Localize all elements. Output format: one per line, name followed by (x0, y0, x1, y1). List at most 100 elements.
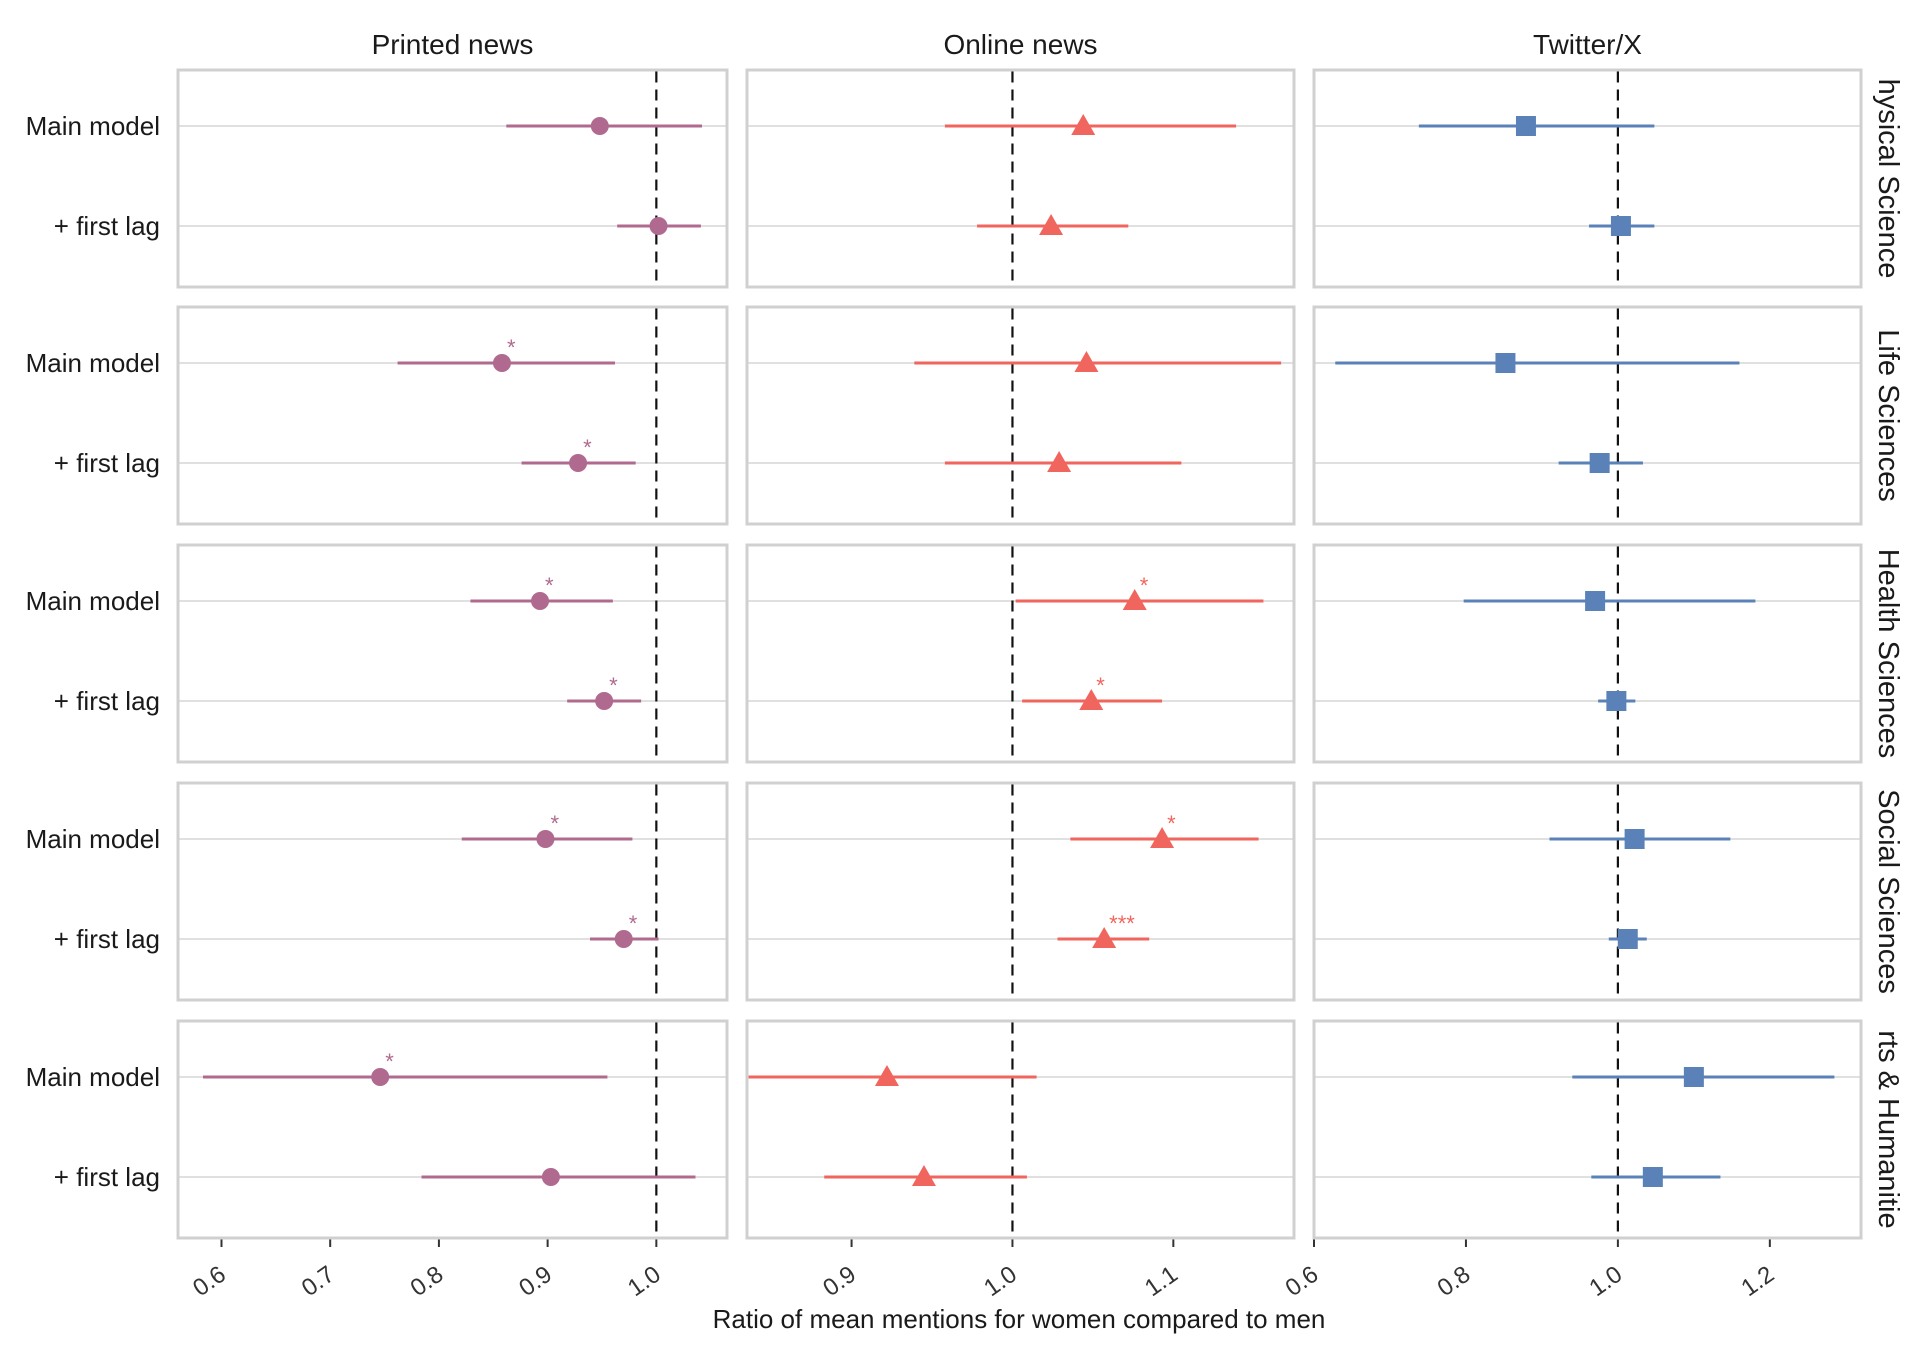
estimate-point (614, 930, 633, 948)
column-title: Printed news (372, 29, 534, 60)
facet-panel (1312, 68, 1863, 289)
estimate-point (536, 830, 555, 848)
facet-strip-label: Life Sciences (1872, 329, 1904, 502)
axis-tick-label: 0.6 (188, 1261, 231, 1302)
panel-border (745, 305, 1296, 526)
facet-panel (745, 305, 1296, 526)
estimate-point (1074, 351, 1099, 372)
panel-border (745, 68, 1296, 289)
facet-strip-label: Social Sciences (1872, 789, 1904, 994)
axis-tick-label: 0.8 (406, 1261, 449, 1302)
significance-label: * (609, 673, 618, 698)
facet-panel (176, 781, 729, 1002)
estimate-point (1079, 689, 1104, 710)
estimate-point (531, 592, 550, 610)
panel-border (1312, 305, 1863, 526)
axis-tick-label: 1.0 (979, 1261, 1022, 1302)
significance-label: * (583, 435, 592, 460)
facet-panel (745, 1019, 1296, 1240)
estimate-point (1606, 691, 1627, 711)
estimate-point (371, 1068, 390, 1086)
facet-panel (745, 68, 1296, 289)
estimate-point (1495, 353, 1516, 373)
panel-border (1312, 543, 1863, 764)
facet-panel (1312, 1019, 1863, 1240)
estimate-point (492, 354, 511, 372)
estimate-point (1589, 453, 1610, 473)
axis-tick-label: 1.2 (1736, 1261, 1779, 1302)
estimate-point (541, 1168, 560, 1186)
row-label: Main model (26, 586, 160, 616)
facet-panel (1312, 305, 1863, 526)
row-label: Main model (26, 1062, 160, 1092)
estimate-point (1071, 114, 1096, 135)
estimate-point (1515, 116, 1536, 136)
facet-panel (176, 68, 729, 289)
significance-label: * (385, 1049, 394, 1074)
panel-border (176, 305, 729, 526)
axis-tick-label: 0.6 (1281, 1261, 1324, 1302)
estimate-point (595, 692, 614, 710)
column-title: Online news (943, 29, 1097, 60)
estimate-point (1642, 1167, 1663, 1187)
estimate-point (1585, 591, 1606, 611)
estimate-point (1683, 1067, 1704, 1087)
row-label: + first lag (54, 924, 160, 954)
estimate-point (1617, 929, 1638, 949)
row-label: + first lag (54, 448, 160, 478)
panel-border (745, 543, 1296, 764)
facet-panel (745, 543, 1296, 764)
axis-tick-label: 0.8 (1433, 1261, 1476, 1302)
facet-panel (1312, 781, 1863, 1002)
significance-label: * (507, 335, 516, 360)
panel-border (176, 1019, 729, 1240)
row-label: Main model (26, 824, 160, 854)
axis-tick-label: 1.0 (1585, 1261, 1628, 1302)
estimate-point (649, 217, 668, 235)
axis-tick-label: 0.9 (818, 1261, 861, 1302)
estimate-point (1039, 214, 1064, 235)
estimate-point (569, 454, 588, 472)
axis-tick-label: 1.1 (1140, 1261, 1183, 1302)
panel-border (1312, 781, 1863, 1002)
facet-strip-label: rts & Humanitie (1872, 1030, 1904, 1228)
significance-label: * (1096, 673, 1105, 698)
row-label: Main model (26, 111, 160, 141)
estimate-point (1150, 827, 1175, 848)
significance-label: * (1140, 573, 1149, 598)
column-title: Twitter/X (1533, 29, 1642, 60)
facet-panel (176, 1019, 729, 1240)
row-label: + first lag (54, 211, 160, 241)
significance-label: *** (1109, 911, 1135, 936)
facet-panel (745, 781, 1296, 1002)
panel-border (176, 68, 729, 289)
row-label: + first lag (54, 1162, 160, 1192)
significance-label: * (545, 573, 554, 598)
axis-tick-label: 0.9 (514, 1261, 557, 1302)
panel-border (1312, 1019, 1863, 1240)
facet-panel (176, 305, 729, 526)
row-label: + first lag (54, 686, 160, 716)
estimate-point (1624, 829, 1645, 849)
estimate-point (911, 1165, 936, 1186)
facet-strip-label: hysical Science (1872, 79, 1904, 279)
panel-border (176, 543, 729, 764)
facet-strip-label: Health Sciences (1872, 549, 1904, 759)
panel-border (1312, 68, 1863, 289)
estimate-point (1610, 216, 1631, 236)
facet-panel (1312, 543, 1863, 764)
significance-label: * (629, 911, 638, 936)
significance-label: * (550, 811, 559, 836)
facet-panel (176, 543, 729, 764)
panel-border (745, 781, 1296, 1002)
axis-tick-label: 0.7 (297, 1261, 340, 1302)
axis-tick-label: 1.0 (623, 1261, 666, 1302)
estimate-point (1092, 927, 1117, 948)
estimate-point (874, 1065, 899, 1086)
estimate-point (590, 117, 609, 135)
estimate-point (1122, 589, 1147, 610)
x-axis-title: Ratio of mean mentions for women compare… (713, 1304, 1326, 1334)
panel-border (176, 781, 729, 1002)
